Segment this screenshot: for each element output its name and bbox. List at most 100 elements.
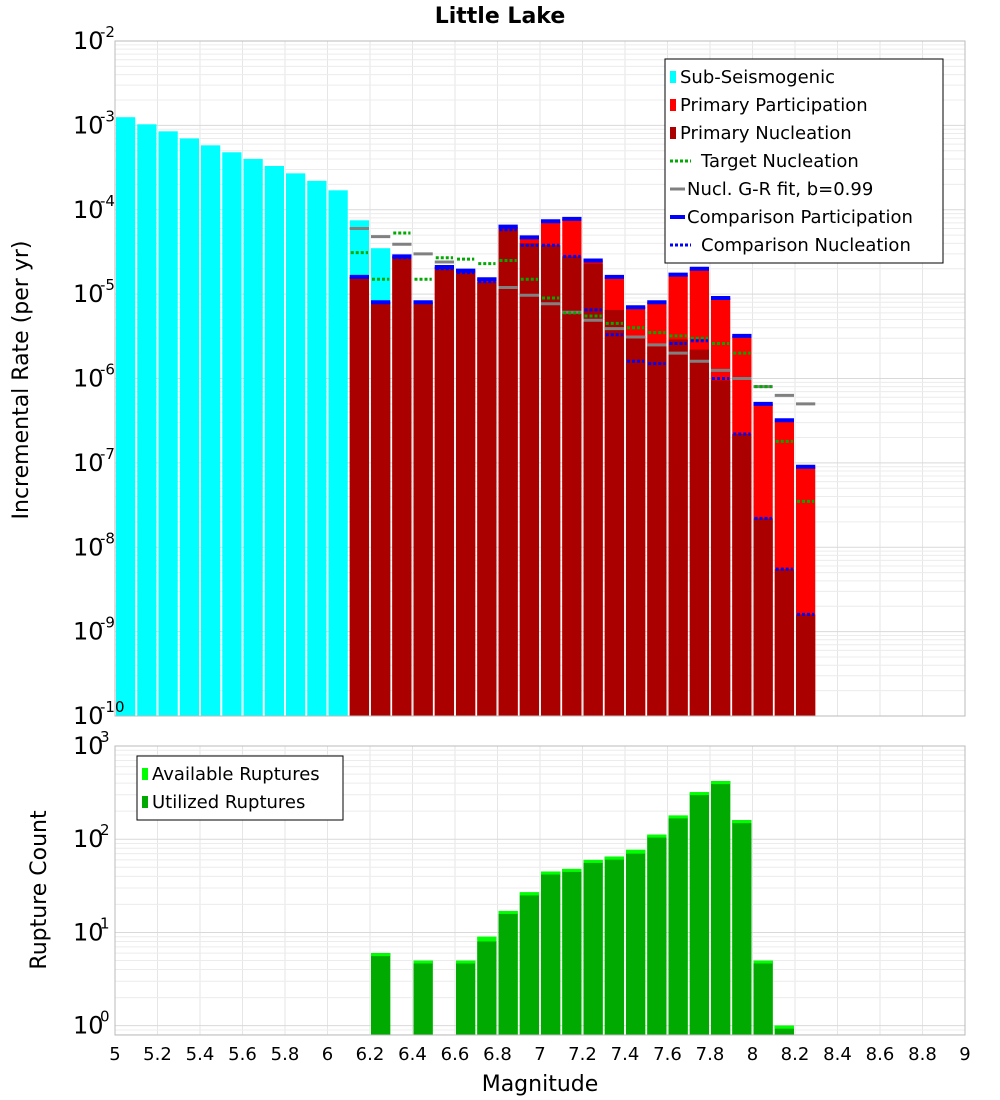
rate-legend-label: Sub-Seismogenic [680,67,835,88]
primary-nucleation-bar [392,256,412,716]
rate-plot-bars [116,117,816,717]
utilized-ruptures-bar [562,868,582,1035]
x-tick-label: 6 [322,1044,333,1065]
sub-seismogenic-bar [222,152,242,716]
primary-nucleation-bar [477,281,497,716]
rate-y-tick-base: 10 [73,280,104,308]
x-tick-label: 7.8 [696,1044,725,1065]
available-ruptures-bar-cap [477,936,497,940]
count-legend-box [136,755,344,821]
count-legend-swatch [142,768,148,780]
sub-seismogenic-bar [307,180,327,716]
primary-nucleation-bar [647,346,667,716]
rate-y-tick-exponent: -4 [100,192,115,210]
available-ruptures-bar-cap [541,871,561,875]
rate-plot-y-label: Incremental Rate (per yr) [9,241,34,520]
x-tick-label: 5.4 [186,1044,215,1065]
utilized-ruptures-bar [456,960,476,1035]
count-y-tick-exponent: 1 [100,914,110,932]
utilized-ruptures-bar [711,781,731,1035]
sub-seismogenic-bar [264,166,284,717]
rate-legend-label: Comparison Nucleation [701,235,911,256]
rate-y-tick-base: 10 [73,533,104,561]
count-y-tick-base: 10 [73,732,104,760]
count-plot-bars [371,781,794,1035]
rate-y-tick-exponent: -8 [100,529,115,547]
sub-seismogenic-bar [286,173,306,716]
primary-nucleation-bar [796,614,816,716]
x-tick-label: 5 [109,1044,120,1065]
utilized-ruptures-bar [774,1025,794,1035]
utilized-ruptures-bar [668,817,688,1035]
available-ruptures-bar-cap [732,820,752,824]
rate-y-tick-exponent: -7 [100,445,115,463]
x-tick-label: 5.8 [271,1044,300,1065]
available-ruptures-bar-cap [711,781,731,785]
primary-nucleation-bar [689,349,709,716]
rate-y-tick-exponent: -2 [100,23,115,41]
rate-y-tick-base: 10 [73,618,104,646]
x-tick-label: 7.4 [611,1044,640,1065]
primary-nucleation-bar [498,228,518,716]
count-plot-x-ticks: 5 5.2 5.4 5.6 5.8 6 6.2 6.4 6.6 6.8 7 7.2 7.4 7.6 7.8 8… [109,1044,970,1065]
x-tick-label: 7.6 [653,1044,682,1065]
rate-legend-swatch [670,127,676,139]
primary-nucleation-bar [541,245,561,717]
available-ruptures-bar-cap [456,960,476,964]
available-ruptures-bar-cap [498,910,518,914]
primary-nucleation-bar [626,335,646,716]
rate-legend-label: Comparison Participation [687,207,913,228]
primary-nucleation-bar [434,266,454,716]
rate-plot-marks [349,216,816,616]
x-tick-label: 7.2 [568,1044,597,1065]
available-ruptures-bar-cap [604,856,624,860]
primary-nucleation-bar [349,276,369,716]
x-tick-label: 6.2 [356,1044,385,1065]
x-tick-label: 8.8 [908,1044,937,1065]
rate-legend-swatch [670,99,676,111]
available-ruptures-bar-cap [753,960,773,964]
rate-y-tick-exponent: -5 [100,276,115,294]
utilized-ruptures-bar [498,913,518,1035]
sub-seismogenic-bar [328,190,348,716]
rate-y-tick-base: 10 [73,111,104,139]
count-legend-swatch [142,796,148,808]
utilized-ruptures-bar [583,862,603,1035]
primary-nucleation-bar [753,518,773,716]
x-tick-label: 8.4 [823,1044,852,1065]
sub-seismogenic-bar [137,124,157,716]
count-plot-legend: Available Ruptures Utilized Ruptures [136,755,344,821]
x-tick-label: 9 [959,1044,970,1065]
count-plot-y-label: Rupture Count [27,810,52,970]
x-tick-label: 7 [534,1044,545,1065]
rate-legend-swatch [670,71,676,83]
utilized-ruptures-bar [413,960,433,1035]
primary-nucleation-bar [371,302,391,716]
utilized-ruptures-bar [519,895,539,1035]
available-ruptures-bar-cap [562,868,582,872]
utilized-ruptures-bar [371,953,391,1035]
primary-nucleation-bar [604,309,624,716]
rate-y-tick-exponent: -9 [100,614,115,632]
rate-legend-label: Primary Nucleation [680,123,852,144]
x-tick-label: 6.8 [483,1044,512,1065]
available-ruptures-bar-cap [689,792,709,796]
x-axis-label: Magnitude [482,1072,599,1097]
x-tick-label: 6.6 [441,1044,470,1065]
available-ruptures-bar-cap [371,953,391,957]
primary-nucleation-bar [711,380,731,716]
rate-y-tick-base: 10 [73,449,104,477]
count-legend-label: Utilized Ruptures [152,792,305,813]
rate-y-tick-exponent: -6 [100,361,115,379]
available-ruptures-bar-cap [774,1025,794,1029]
count-legend-label: Available Ruptures [152,764,320,785]
count-y-tick-base: 10 [73,1012,104,1040]
rate-y-tick-base: 10 [73,196,104,224]
count-plot-frame [114,745,966,1036]
utilized-ruptures-bar [689,793,709,1035]
rate-y-tick-base: 10 [73,365,104,393]
available-ruptures-bar-cap [413,960,433,964]
rate-legend-label: Primary Participation [680,95,868,116]
